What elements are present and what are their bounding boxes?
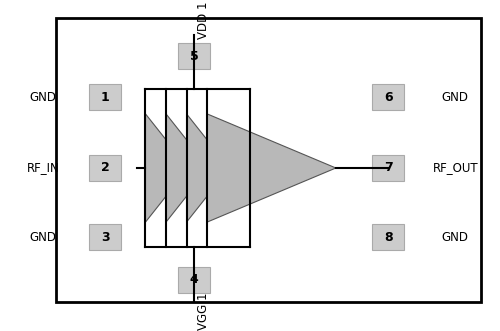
Text: GND: GND [30,91,56,104]
Text: 3: 3 [101,231,110,244]
Bar [178,267,210,293]
Text: VDD 1: VDD 1 [197,2,210,39]
Text: GND: GND [442,231,469,244]
Polygon shape [146,114,188,222]
Bar [372,224,404,250]
Text: VGG 1: VGG 1 [197,292,210,330]
Text: RF_IN: RF_IN [26,162,59,174]
Polygon shape [186,114,230,222]
Bar [372,155,404,181]
Text: 4: 4 [190,273,198,287]
Polygon shape [207,114,336,222]
Polygon shape [166,114,209,222]
Text: 1: 1 [101,91,110,104]
Bar [90,224,121,250]
Text: RF_OUT: RF_OUT [432,162,478,174]
Text: 7: 7 [384,162,392,174]
Bar [178,43,210,69]
Bar [90,84,121,110]
Text: GND: GND [30,231,56,244]
Bar [90,155,121,181]
Bar [372,84,404,110]
Text: GND: GND [442,91,469,104]
Text: 5: 5 [190,50,198,63]
Text: 2: 2 [101,162,110,174]
Text: 8: 8 [384,231,392,244]
Text: 6: 6 [384,91,392,104]
